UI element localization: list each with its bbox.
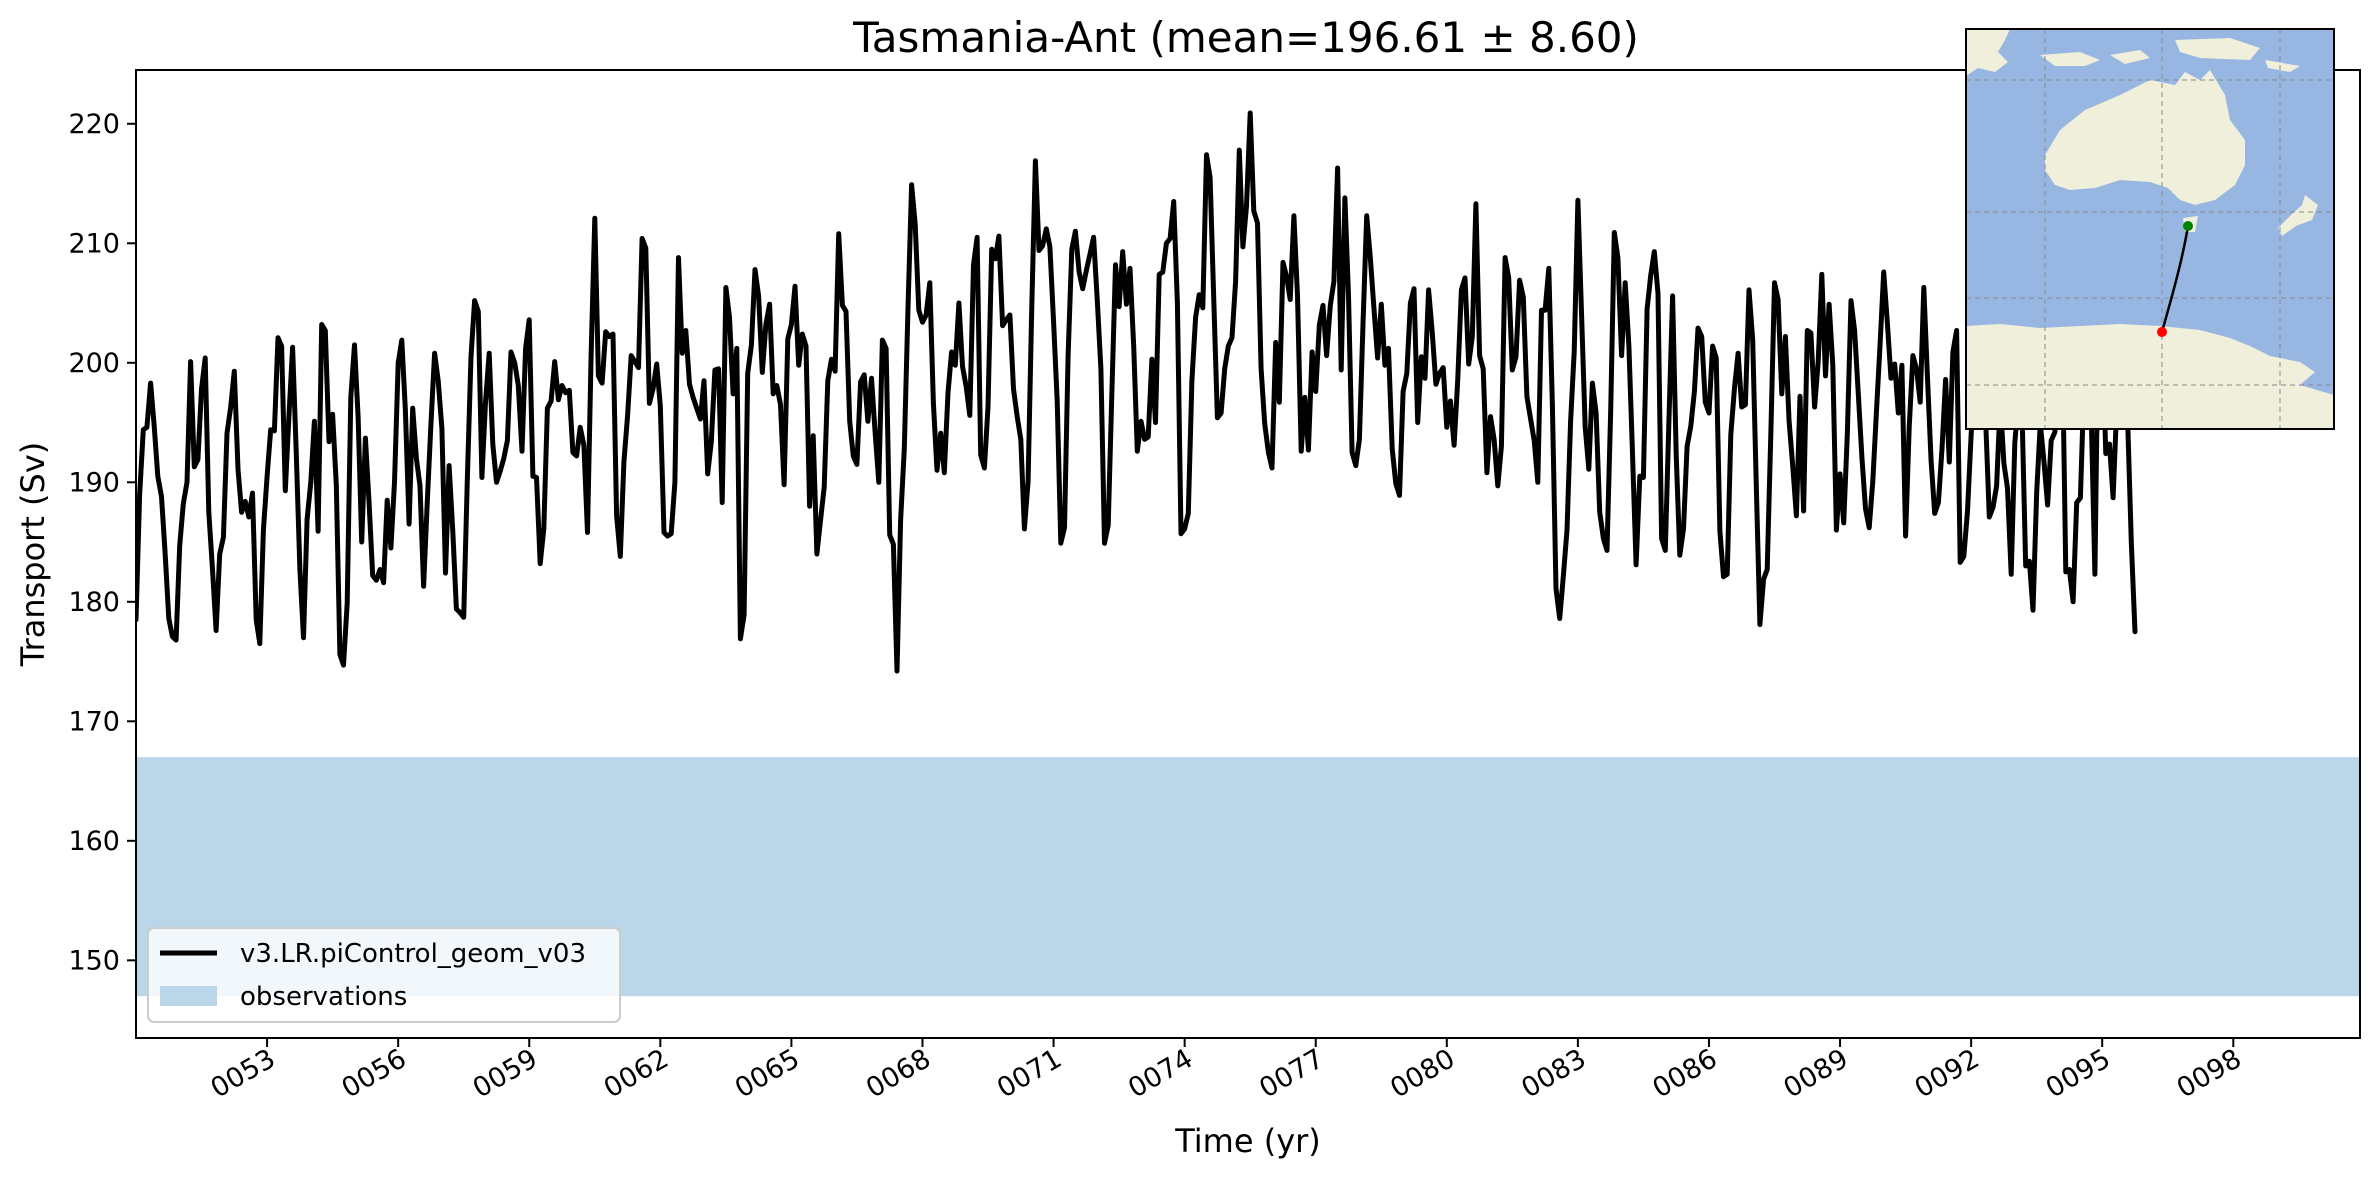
- transect-line: [2160, 225, 2190, 333]
- y-tick-label: 220: [68, 109, 120, 140]
- transect-start-point: [2183, 221, 2193, 231]
- chart-title: Tasmania-Ant (mean=196.61 ± 8.60): [852, 13, 1639, 62]
- y-axis: 150 160 170 180 190 200 210 220: [68, 109, 136, 976]
- legend-label-observations: observations: [240, 982, 407, 1012]
- y-tick-label: 190: [68, 467, 120, 498]
- y-tick-label: 170: [68, 706, 120, 737]
- y-tick-label: 210: [68, 228, 120, 259]
- y-tick-label: 200: [68, 348, 120, 379]
- y-tick-label: 160: [68, 826, 120, 857]
- legend: v3.LR.piControl_geom_v03 observations: [147, 927, 621, 1023]
- map-frame: [1965, 28, 2335, 430]
- map-land-australia: [2045, 70, 2245, 205]
- map-land-new-zealand: [2278, 195, 2318, 236]
- transect-end-point: [2157, 327, 2167, 337]
- plot-frame: [135, 69, 2361, 1039]
- legend-swatch-band: [160, 986, 217, 1006]
- inset-map: [1965, 28, 2335, 430]
- map-land-asia: [1966, 29, 2010, 76]
- map-land-antarctica: [1966, 324, 2334, 429]
- legend-label-series: v3.LR.piControl_geom_v03: [240, 939, 586, 969]
- y-axis-label: Transport (Sv): [14, 442, 52, 668]
- y-tick-label: 180: [68, 587, 120, 618]
- legend-box: [147, 927, 621, 1023]
- x-axis-label: Time (yr): [1174, 1122, 1321, 1160]
- series-line: [136, 110, 2138, 674]
- map-land-indonesia: [2040, 38, 2300, 72]
- y-tick-label: 150: [68, 945, 120, 976]
- map-gridlines: [1966, 29, 2334, 429]
